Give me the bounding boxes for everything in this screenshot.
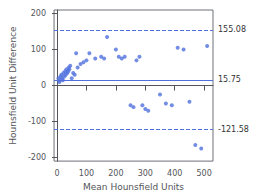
svg-text:100: 100 — [31, 45, 46, 54]
svg-text:Mean Hounsfield Units: Mean Hounsfield Units — [83, 182, 184, 192]
svg-text:-200: -200 — [28, 153, 46, 162]
svg-text:-121.58: -121.58 — [218, 125, 249, 134]
svg-text:400: 400 — [167, 169, 182, 178]
svg-text:100: 100 — [79, 169, 94, 178]
svg-text:200: 200 — [108, 169, 123, 178]
svg-text:-100: -100 — [28, 117, 46, 126]
svg-text:200: 200 — [31, 9, 46, 18]
svg-text:300: 300 — [138, 169, 153, 178]
svg-text:155.08: 155.08 — [218, 25, 246, 34]
svg-text:0: 0 — [54, 169, 59, 178]
svg-text:15.75: 15.75 — [218, 75, 241, 84]
svg-text:500: 500 — [197, 169, 212, 178]
svg-text:0: 0 — [41, 81, 46, 90]
svg-text:Hounsfield Unit Difference: Hounsfield Unit Difference — [8, 26, 18, 145]
